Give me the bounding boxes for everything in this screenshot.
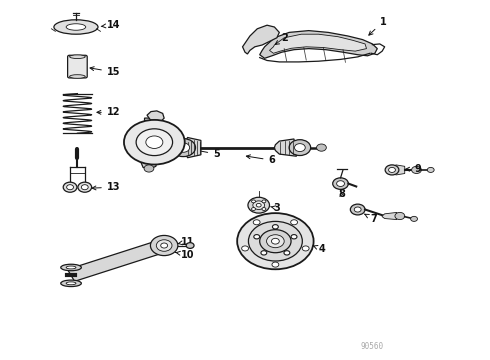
Circle shape	[144, 165, 154, 172]
Text: 2: 2	[275, 33, 289, 44]
Circle shape	[262, 208, 266, 211]
Circle shape	[284, 251, 290, 255]
Circle shape	[251, 208, 255, 211]
Circle shape	[395, 212, 405, 220]
Circle shape	[177, 143, 190, 152]
Circle shape	[411, 216, 417, 221]
Ellipse shape	[70, 75, 85, 78]
Circle shape	[124, 120, 185, 165]
Circle shape	[242, 246, 248, 251]
Text: 90560: 90560	[361, 342, 384, 351]
Circle shape	[350, 204, 365, 215]
Circle shape	[289, 140, 311, 156]
Polygon shape	[147, 111, 164, 122]
Circle shape	[248, 221, 302, 261]
Circle shape	[412, 166, 421, 174]
Circle shape	[253, 220, 260, 225]
Circle shape	[262, 200, 266, 203]
Polygon shape	[382, 212, 397, 220]
Circle shape	[333, 178, 348, 189]
Circle shape	[67, 185, 74, 190]
Text: 10: 10	[176, 249, 195, 260]
Circle shape	[271, 238, 279, 244]
Ellipse shape	[61, 264, 81, 271]
Text: 9: 9	[406, 164, 421, 174]
FancyBboxPatch shape	[68, 55, 87, 78]
Circle shape	[256, 203, 261, 207]
Circle shape	[272, 225, 278, 229]
Circle shape	[291, 235, 297, 239]
Circle shape	[261, 251, 267, 255]
Circle shape	[78, 182, 92, 192]
Text: 13: 13	[92, 182, 121, 192]
Polygon shape	[270, 34, 367, 53]
Text: 5: 5	[190, 148, 220, 159]
Polygon shape	[393, 165, 405, 175]
Ellipse shape	[61, 280, 81, 287]
Circle shape	[427, 167, 434, 172]
Polygon shape	[138, 118, 169, 154]
Text: 4: 4	[313, 244, 325, 254]
Circle shape	[150, 235, 178, 256]
Circle shape	[81, 185, 88, 190]
Circle shape	[302, 246, 309, 251]
Text: 12: 12	[97, 107, 121, 117]
Ellipse shape	[54, 20, 98, 34]
Circle shape	[253, 201, 265, 210]
Circle shape	[156, 240, 172, 251]
Circle shape	[171, 139, 196, 157]
Ellipse shape	[66, 24, 86, 30]
Circle shape	[161, 243, 168, 248]
Polygon shape	[243, 25, 279, 54]
Circle shape	[251, 200, 255, 203]
Text: 11: 11	[178, 237, 195, 247]
Text: 14: 14	[101, 20, 121, 30]
Circle shape	[385, 165, 399, 175]
Circle shape	[267, 235, 284, 248]
Circle shape	[337, 181, 344, 186]
Circle shape	[354, 207, 361, 212]
Circle shape	[63, 182, 77, 192]
Circle shape	[260, 230, 291, 253]
Text: 6: 6	[246, 155, 275, 165]
Circle shape	[186, 243, 194, 248]
Ellipse shape	[66, 282, 76, 285]
Circle shape	[146, 136, 163, 148]
Circle shape	[317, 144, 326, 151]
Circle shape	[272, 262, 279, 267]
Text: 1: 1	[369, 17, 387, 35]
Polygon shape	[183, 138, 201, 158]
Polygon shape	[68, 240, 168, 281]
Circle shape	[254, 235, 260, 239]
Text: 15: 15	[90, 67, 121, 77]
Text: 7: 7	[365, 214, 377, 224]
Text: 8: 8	[338, 189, 345, 199]
Ellipse shape	[70, 55, 85, 59]
Circle shape	[389, 167, 395, 172]
Polygon shape	[274, 139, 296, 156]
Circle shape	[248, 197, 270, 213]
Circle shape	[136, 129, 172, 156]
Circle shape	[291, 220, 297, 225]
Polygon shape	[260, 31, 377, 58]
Text: 3: 3	[270, 203, 280, 213]
Circle shape	[294, 144, 305, 152]
Ellipse shape	[66, 266, 76, 269]
Polygon shape	[141, 158, 157, 169]
Circle shape	[237, 213, 314, 269]
